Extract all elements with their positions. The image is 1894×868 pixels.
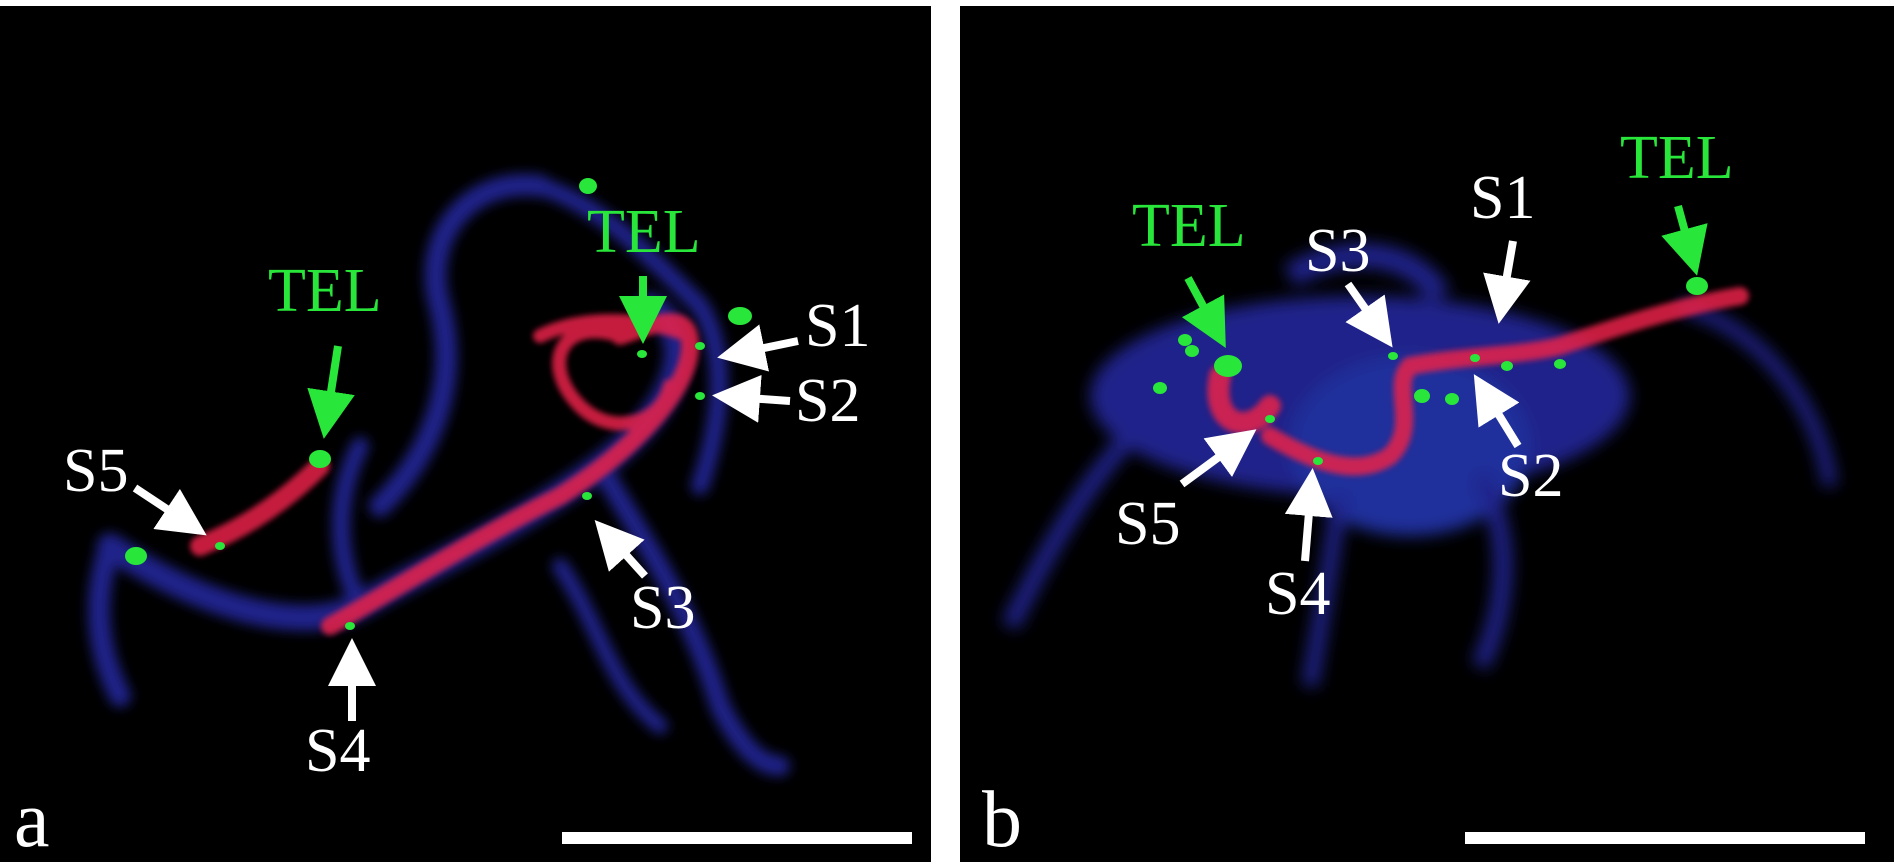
tel-label-b-2: TEL bbox=[1620, 124, 1734, 192]
arrow-s1-b bbox=[1483, 240, 1531, 324]
arrow-s5-b bbox=[1179, 429, 1257, 488]
micrograph-panel-a: TEL TEL S1 S2 S3 S4 S5 a bbox=[0, 6, 931, 862]
arrow-tel-1-a bbox=[307, 345, 355, 439]
site-label-a-s4: S4 bbox=[305, 717, 370, 785]
site-label-b-s4: S4 bbox=[1265, 560, 1330, 628]
chromatin-blue-b bbox=[1001, 243, 1837, 688]
arrows-b bbox=[1179, 204, 1708, 562]
telomere-signals-a bbox=[125, 178, 752, 630]
chromatin-blue-a bbox=[88, 173, 790, 776]
tel-label-a-1: TEL bbox=[268, 257, 382, 325]
site-label-b-s5: S5 bbox=[1115, 490, 1180, 558]
arrow-s1-a bbox=[717, 324, 799, 372]
tel-label-b-1: TEL bbox=[1132, 192, 1246, 260]
micrograph-a-image: TEL TEL S1 S2 S3 S4 S5 a bbox=[14, 173, 912, 862]
arrows-a bbox=[132, 276, 799, 721]
arrow-tel-1-b bbox=[1181, 276, 1226, 349]
probe-red-a bbox=[190, 313, 700, 635]
panel-letter-b: b bbox=[982, 776, 1022, 862]
site-label-a-s3: S3 bbox=[630, 574, 695, 642]
panel-letter-a: a bbox=[14, 776, 50, 862]
scale-bar-a bbox=[562, 832, 912, 844]
micrograph-b-image: TEL TEL S1 S2 S3 S4 S5 b bbox=[982, 124, 1865, 862]
arrow-s4-b bbox=[1284, 468, 1333, 562]
site-label-b-s2: S2 bbox=[1498, 442, 1563, 510]
tel-label-a-2: TEL bbox=[587, 198, 701, 266]
site-label-a-s1: S1 bbox=[805, 292, 870, 360]
arrow-s2-b bbox=[1473, 374, 1522, 449]
scale-bar-b bbox=[1465, 832, 1865, 844]
arrow-s5-a bbox=[132, 484, 207, 536]
arrow-tel-2-b bbox=[1661, 204, 1708, 276]
site-label-a-s2: S2 bbox=[795, 367, 860, 435]
site-label-b-s1: S1 bbox=[1470, 164, 1535, 232]
arrow-s2-a bbox=[712, 374, 791, 423]
site-label-a-s5: S5 bbox=[63, 437, 128, 505]
arrow-s3-a bbox=[594, 520, 648, 579]
probe-red-b bbox=[1207, 287, 1749, 476]
site-label-b-s3: S3 bbox=[1305, 217, 1370, 285]
micrograph-panel-b: TEL TEL S1 S2 S3 S4 S5 b bbox=[960, 6, 1894, 862]
arrow-s3-b bbox=[1344, 281, 1393, 348]
